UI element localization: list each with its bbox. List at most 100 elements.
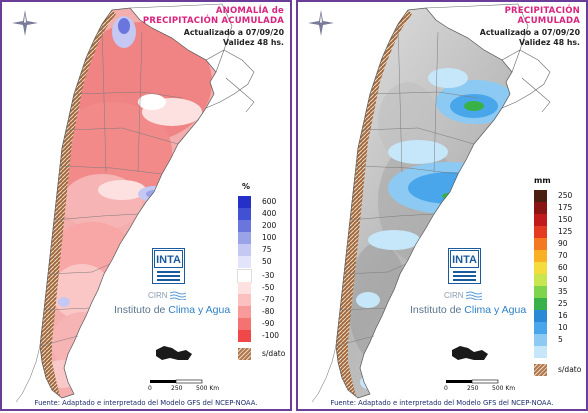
legend-label: 10 — [558, 323, 568, 332]
legend-swatch — [534, 286, 547, 298]
scale-label-500: 500 Km — [196, 385, 220, 392]
legend-swatch — [534, 190, 547, 202]
legend-swatch — [238, 244, 251, 256]
legend-item: 10 — [534, 322, 586, 334]
legend-swatch — [238, 208, 251, 220]
legend-label: 25 — [558, 299, 568, 308]
legend-swatch — [238, 318, 251, 330]
legend-swatch — [238, 282, 251, 294]
legend-swatch — [534, 214, 547, 226]
legend-swatch — [534, 310, 547, 322]
legend-swatch — [534, 346, 547, 358]
legend-item: 100 — [238, 232, 290, 244]
legend-swatch — [238, 306, 251, 318]
legend-swatch — [238, 220, 251, 232]
legend-item: 35 — [534, 286, 586, 298]
legend-item: -70 — [238, 294, 290, 306]
source-note: Fuente: Adaptado e interpretado del Mode… — [34, 399, 258, 407]
map-subtitle: Actualizado a 07/09/20 Validez 48 hs. — [479, 28, 580, 47]
legend-item: 70 — [534, 250, 586, 262]
legend-item: 125 — [534, 226, 586, 238]
compass-rose-icon — [308, 10, 334, 40]
legend-item: -90 — [238, 318, 290, 330]
legend-swatch — [237, 269, 252, 283]
legend-label: -50 — [262, 283, 275, 292]
legend-label: -30 — [262, 271, 275, 280]
legend-label: 70 — [558, 251, 568, 260]
legend-swatch — [534, 202, 547, 214]
legend-item: -50 — [238, 282, 290, 294]
legend-item: s/dato — [238, 348, 290, 360]
legend-item: 175 — [534, 202, 586, 214]
instituto-label: Instituto de Clima y Agua — [410, 304, 527, 316]
legend-label: -90 — [262, 319, 275, 328]
legend-label: 75 — [262, 245, 272, 254]
legend-label: s/dato — [262, 349, 286, 358]
legend-label: -70 — [262, 295, 275, 304]
legend-label: 16 — [558, 311, 568, 320]
legend-item: 250 — [534, 190, 586, 202]
legend-swatch — [238, 196, 251, 208]
legend-label: 125 — [558, 227, 573, 236]
legend-swatch — [238, 348, 251, 360]
legend-label: 600 — [262, 197, 277, 206]
legend-label: 250 — [558, 191, 573, 200]
legend-swatch — [238, 232, 251, 244]
legend-label: 35 — [558, 287, 568, 296]
legend-item: 200 — [238, 220, 290, 232]
south-atlantic-islands — [452, 346, 488, 360]
legend-swatch — [534, 274, 547, 286]
legend-swatch — [534, 334, 547, 346]
legend-swatch — [238, 330, 251, 342]
legend-item: 75 — [238, 244, 290, 256]
legend-item: s/dato — [534, 364, 586, 376]
legend-item: -80 — [238, 306, 290, 318]
scale-label-500: 500 Km — [492, 385, 516, 392]
legend-swatch — [534, 322, 547, 334]
legend-unit: mm — [534, 176, 551, 185]
legend-item: -30 — [237, 269, 290, 283]
no-data-zone — [40, 10, 116, 396]
legend-swatch — [534, 250, 547, 262]
legend-label: 50 — [262, 257, 272, 266]
legend-item: 5 — [534, 334, 586, 346]
scale-bar — [150, 379, 203, 384]
legend-swatch — [534, 238, 547, 250]
legend-item: 150 — [534, 214, 586, 226]
precipitation-map-panel: PRECIPITACIÓN ACUMULADA Actualizado a 07… — [296, 0, 588, 411]
map-title: PRECIPITACIÓN ACUMULADA — [504, 6, 580, 26]
legend-item: 90 — [534, 238, 586, 250]
legend-item: 25 — [534, 298, 586, 310]
legend-item: 60 — [534, 262, 586, 274]
legend-label: 100 — [262, 233, 277, 242]
instituto-label: Instituto de Clima y Agua — [114, 304, 231, 316]
legend-label: -80 — [262, 307, 275, 316]
legend-item: 400 — [238, 208, 290, 220]
cirn-logo: CIRN — [148, 291, 187, 301]
scale-label-0: 0 — [148, 385, 152, 392]
legend-unit: % — [242, 182, 251, 191]
legend-label: 175 — [558, 203, 573, 212]
scale-bar — [446, 379, 499, 384]
legend-item: -100 — [238, 330, 290, 342]
legend-swatch — [534, 298, 547, 310]
legend-label: -100 — [262, 331, 280, 340]
south-atlantic-islands — [156, 346, 192, 360]
legend-label: 90 — [558, 239, 568, 248]
legend-item: 16 — [534, 310, 586, 322]
legend-swatch — [534, 262, 547, 274]
inta-logo: INTA — [152, 248, 185, 284]
legend-swatch — [238, 294, 251, 306]
source-note: Fuente: Adaptado e interpretado del Mode… — [330, 399, 554, 407]
scale-label-250: 250 — [171, 385, 183, 392]
cirn-logo: CIRN — [444, 291, 483, 301]
no-data-zone — [336, 10, 412, 396]
anomaly-map — [15, 3, 255, 403]
legend-label: 50 — [558, 275, 568, 284]
legend-label: s/dato — [558, 365, 582, 374]
legend-label: 150 — [558, 215, 573, 224]
legend-label: 400 — [262, 209, 277, 218]
legend-swatch — [534, 226, 547, 238]
scale-label-250: 250 — [467, 385, 479, 392]
legend-item: 50 — [238, 256, 290, 268]
